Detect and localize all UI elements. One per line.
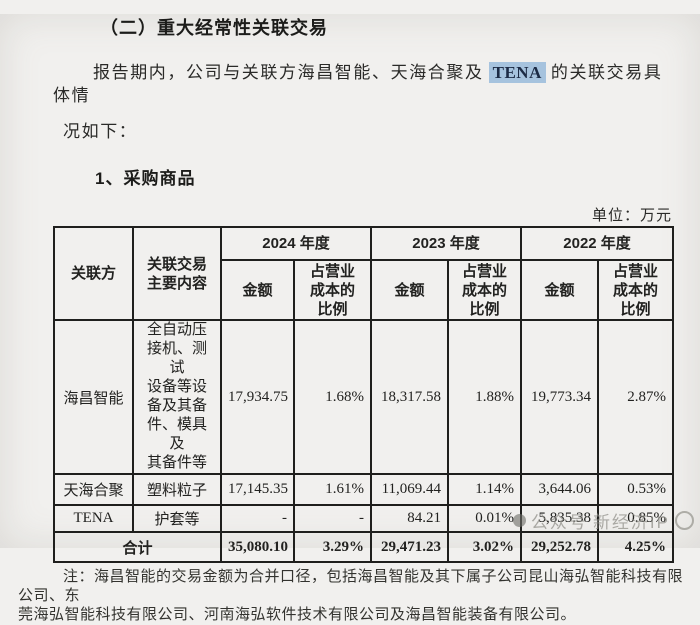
total-value-cell: 29,471.23 xyxy=(370,531,450,563)
table-row-tianhai: 天海合聚 塑料粒子 17,145.35 1.61% 11,069.44 1.14… xyxy=(53,473,675,506)
subsection-title: 1、采购商品 xyxy=(95,169,196,188)
footnote-line2: 莞海弘智能科技有限公司、河南海弘软件技术有限公司及海昌智能装备有限公司。 xyxy=(18,607,577,623)
table-row-total: 合计 35,080.10 3.29% 29,471.23 3.02% 29,25… xyxy=(53,531,675,563)
value-cell: 0.01% xyxy=(447,504,523,533)
value-cell: - xyxy=(292,504,373,533)
unit-label: 单位：万元 xyxy=(591,208,672,224)
intro-paragraph: 报告期内，公司与关联方海昌智能、天海合聚及 TENA 的关联交易具体情 xyxy=(53,61,672,107)
value-cell: 2.87% xyxy=(597,319,675,475)
content-cell: 塑料粒子 xyxy=(132,473,222,506)
value-cell: 1.68% xyxy=(292,319,373,475)
document-page: （二）重大经常性关联交易 报告期内，公司与关联方海昌智能、天海合聚及 TENA 的关… xyxy=(0,14,700,625)
header-ratio-2024: 占营业 成本的 比例 xyxy=(292,259,373,321)
highlighted-term: TENA xyxy=(488,62,546,83)
table-row-haichang: 海昌智能 全自动压 接机、测试 设备等设 备及其备 件、模具及 其备件等 17,… xyxy=(53,319,675,475)
value-cell: 5,835.38 xyxy=(520,504,600,533)
content-cell: 全自动压 接机、测试 设备等设 备及其备 件、模具及 其备件等 xyxy=(132,319,222,475)
footnote: 注：海昌智能的交易金额为合并口径，包括海昌智能及其下属子公司昆山海弘智能科技有限… xyxy=(18,568,690,625)
value-cell: 1.14% xyxy=(447,473,523,506)
value-cell: 84.21 xyxy=(370,504,450,533)
header-amount-2022: 金额 xyxy=(520,259,600,321)
intro-text-1: 报告期内，公司与关联方海昌智能、天海合聚及 xyxy=(93,63,484,82)
party-cell: 海昌智能 xyxy=(53,319,134,475)
header-ratio-2022: 占营业 成本的 比例 xyxy=(597,259,675,321)
value-cell: 17,145.35 xyxy=(220,473,295,506)
total-value-cell: 3.29% xyxy=(292,531,373,563)
total-value-cell: 3.02% xyxy=(447,531,523,563)
value-cell: 19,773.34 xyxy=(520,319,600,475)
header-amount-2023: 金额 xyxy=(370,259,450,321)
header-amount-2024: 金额 xyxy=(220,259,295,321)
value-cell: - xyxy=(220,504,295,533)
header-year-2024: 2024 年度 xyxy=(219,225,373,262)
value-cell: 1.88% xyxy=(447,319,523,475)
value-cell: 11,069.44 xyxy=(370,473,450,506)
party-cell: 天海合聚 xyxy=(53,473,134,506)
value-cell: 0.53% xyxy=(597,473,675,506)
value-cell: 3,644.06 xyxy=(520,473,600,506)
value-cell: 0.85% xyxy=(597,504,675,533)
intro-paragraph-line2: 况如下： xyxy=(63,122,138,141)
total-label-cell: 合计 xyxy=(53,531,222,563)
watermark-ring-icon xyxy=(675,511,694,530)
value-cell: 17,934.75 xyxy=(220,319,295,475)
header-year-2022: 2022 年度 xyxy=(520,225,675,262)
value-cell: 18,317.58 xyxy=(370,319,450,475)
table-row-tena: TENA 护套等 - - 84.21 0.01% 5,835.38 0.85% xyxy=(53,504,675,533)
party-cell: TENA xyxy=(53,504,134,533)
total-value-cell: 4.25% xyxy=(597,531,675,563)
value-cell: 1.61% xyxy=(292,473,373,506)
intro-text-2: 的关联交易具体情 xyxy=(53,63,663,105)
header-ratio-2023: 占营业 成本的 比例 xyxy=(447,259,523,321)
total-value-cell: 29,252.78 xyxy=(520,531,600,563)
footnote-line1: 注：海昌智能的交易金额为合并口径，包括海昌智能及其下属子公司昆山海弘智能科技有限… xyxy=(18,569,684,604)
header-party: 关联方 xyxy=(53,226,134,321)
content-cell: 护套等 xyxy=(132,504,222,533)
total-value-cell: 35,080.10 xyxy=(220,531,295,563)
header-content: 关联交易 主要内容 xyxy=(132,226,222,321)
section-title: （二）重大经常性关联交易 xyxy=(100,18,328,38)
header-year-2023: 2023 年度 xyxy=(370,225,523,262)
related-transactions-table: 关联方 关联交易 主要内容 2024 年度 2023 年度 2022 年度 金额… xyxy=(53,225,675,563)
